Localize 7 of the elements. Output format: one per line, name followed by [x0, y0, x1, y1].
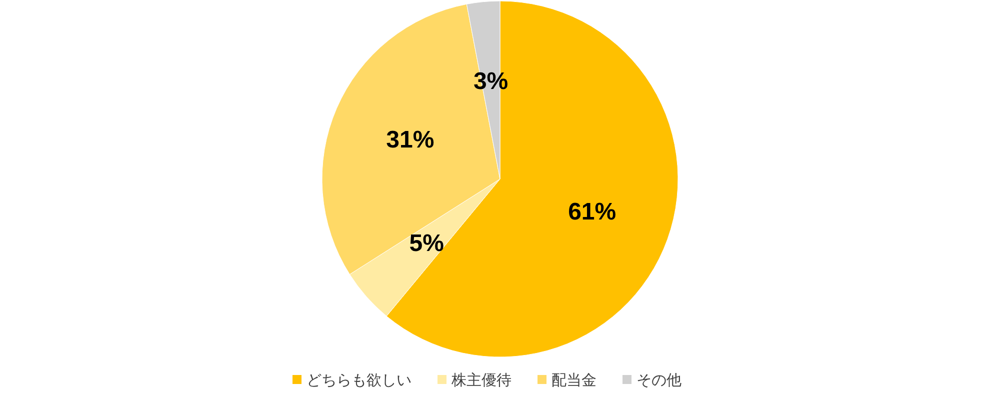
data-label: 5%: [409, 230, 444, 258]
legend-label: 株主優待: [450, 371, 512, 389]
legend-label: 配当金: [552, 371, 596, 389]
legend-label: その他: [636, 371, 682, 389]
legend-label: どちらも欲しい: [306, 371, 412, 389]
data-label: 31%: [386, 126, 434, 154]
data-label: 61%: [568, 198, 616, 226]
